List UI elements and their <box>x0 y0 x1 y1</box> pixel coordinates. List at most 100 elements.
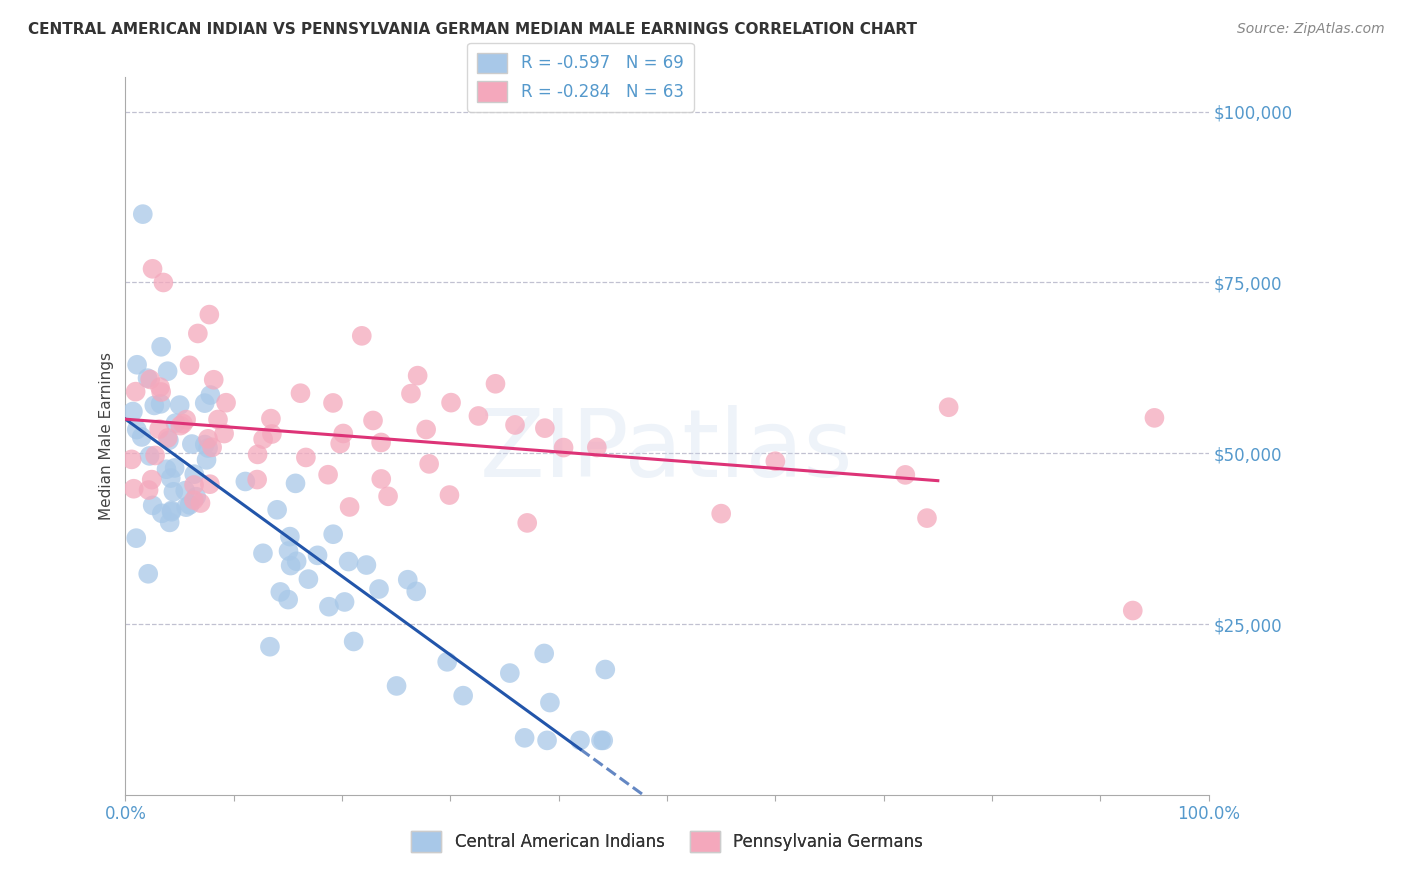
Point <box>406 368 429 383</box>
Point <box>252 546 274 560</box>
Point <box>368 582 391 596</box>
Point <box>536 733 558 747</box>
Point <box>356 558 378 572</box>
Point <box>332 426 354 441</box>
Point <box>246 473 269 487</box>
Point <box>198 308 221 322</box>
Point <box>278 530 301 544</box>
Point <box>179 498 201 512</box>
Point <box>337 555 360 569</box>
Point <box>439 488 461 502</box>
Point <box>339 500 361 514</box>
Point <box>198 477 221 491</box>
Point <box>280 558 302 573</box>
Point <box>138 449 160 463</box>
Point <box>187 326 209 341</box>
Point <box>180 437 202 451</box>
Point <box>197 441 219 455</box>
Point <box>440 395 463 409</box>
Point <box>295 450 318 465</box>
Point <box>284 476 307 491</box>
Point <box>370 472 392 486</box>
Point <box>585 441 607 455</box>
Point <box>277 544 299 558</box>
Point <box>150 506 173 520</box>
Point <box>405 584 427 599</box>
Point <box>124 384 146 399</box>
Point <box>141 261 163 276</box>
Legend: Central American Indians, Pennsylvania Germans: Central American Indians, Pennsylvania G… <box>405 825 929 858</box>
Point <box>190 496 212 510</box>
Point <box>174 412 197 426</box>
Point <box>1122 603 1144 617</box>
Point <box>589 733 612 747</box>
Point <box>215 395 238 409</box>
Point <box>322 527 344 541</box>
Point <box>415 422 437 436</box>
Point <box>322 396 344 410</box>
Point <box>149 397 172 411</box>
Point <box>148 422 170 436</box>
Point <box>150 340 173 354</box>
Point <box>269 585 291 599</box>
Point <box>894 467 917 482</box>
Point <box>266 503 288 517</box>
Point <box>212 426 235 441</box>
Point <box>183 493 205 508</box>
Point <box>592 733 614 747</box>
Point <box>915 511 938 525</box>
Point <box>174 483 197 498</box>
Point <box>467 409 489 423</box>
Point <box>569 733 592 747</box>
Point <box>157 434 180 448</box>
Point <box>159 471 181 485</box>
Point <box>136 371 159 385</box>
Point <box>183 467 205 482</box>
Point <box>451 689 474 703</box>
Text: CENTRAL AMERICAN INDIAN VS PENNSYLVANIA GERMAN MEDIAN MALE EARNINGS CORRELATION : CENTRAL AMERICAN INDIAN VS PENNSYLVANIA … <box>28 22 917 37</box>
Point <box>595 663 617 677</box>
Point <box>138 483 160 497</box>
Point <box>499 666 522 681</box>
Point <box>174 500 197 515</box>
Point <box>277 592 299 607</box>
Point <box>152 276 174 290</box>
Point <box>318 599 340 614</box>
Point <box>156 431 179 445</box>
Point <box>159 516 181 530</box>
Point <box>329 436 352 450</box>
Point <box>201 440 224 454</box>
Point <box>122 404 145 418</box>
Point <box>396 573 419 587</box>
Point <box>125 531 148 545</box>
Point <box>200 388 222 402</box>
Point <box>285 554 308 568</box>
Point <box>150 384 173 399</box>
Point <box>710 507 733 521</box>
Point <box>436 655 458 669</box>
Point <box>297 572 319 586</box>
Point <box>207 412 229 426</box>
Point <box>139 372 162 386</box>
Point <box>160 503 183 517</box>
Point <box>183 478 205 492</box>
Point <box>165 416 187 430</box>
Point <box>160 505 183 519</box>
Point <box>172 417 194 431</box>
Text: Source: ZipAtlas.com: Source: ZipAtlas.com <box>1237 22 1385 37</box>
Point <box>350 328 373 343</box>
Point <box>121 452 143 467</box>
Point <box>122 482 145 496</box>
Point <box>162 484 184 499</box>
Point <box>534 421 557 435</box>
Point <box>202 373 225 387</box>
Point <box>361 413 384 427</box>
Point <box>125 423 148 437</box>
Point <box>484 376 506 391</box>
Point <box>307 549 329 563</box>
Point <box>290 386 312 401</box>
Point <box>377 489 399 503</box>
Point <box>163 461 186 475</box>
Point <box>343 634 366 648</box>
Point <box>169 418 191 433</box>
